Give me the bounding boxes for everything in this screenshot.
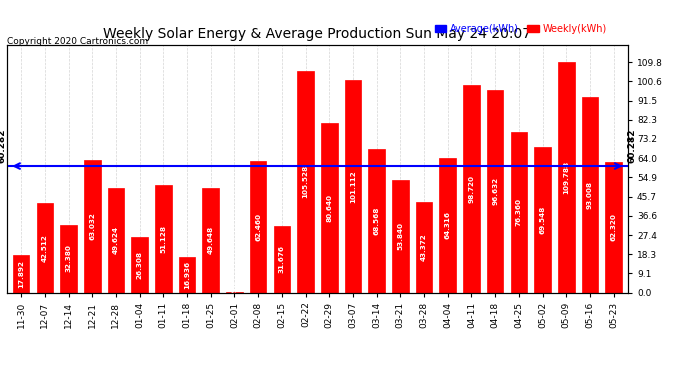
Text: 32.380: 32.380 [66, 244, 72, 273]
Bar [487, 90, 504, 292]
Bar [416, 201, 433, 292]
Legend: Average(kWh), Weekly(kWh): Average(kWh), Weekly(kWh) [431, 20, 611, 38]
Text: 0.096: 0.096 [231, 281, 237, 304]
Text: 76.360: 76.360 [516, 198, 522, 226]
Text: 96.632: 96.632 [492, 177, 498, 205]
Text: 98.720: 98.720 [469, 175, 475, 203]
Title: Weekly Solar Energy & Average Production Sun May 24 20:07: Weekly Solar Energy & Average Production… [104, 27, 531, 41]
Text: 49.624: 49.624 [113, 226, 119, 255]
Bar [345, 80, 362, 292]
Text: 60.282: 60.282 [0, 128, 7, 163]
Bar [155, 185, 172, 292]
Text: 42.512: 42.512 [42, 234, 48, 262]
Bar [131, 237, 148, 292]
Bar [463, 86, 480, 292]
Bar [605, 162, 622, 292]
Bar [368, 148, 385, 292]
Text: 80.640: 80.640 [326, 194, 333, 222]
Text: 62.320: 62.320 [611, 213, 617, 241]
Text: 64.316: 64.316 [445, 211, 451, 239]
Text: 26.308: 26.308 [137, 251, 143, 279]
Bar [37, 203, 53, 292]
Bar [84, 160, 101, 292]
Text: 105.528: 105.528 [302, 165, 308, 198]
Text: 53.840: 53.840 [397, 222, 404, 250]
Bar [202, 188, 219, 292]
Bar [392, 180, 408, 292]
Bar [60, 225, 77, 292]
Text: 101.112: 101.112 [350, 170, 356, 203]
Text: 63.032: 63.032 [89, 213, 95, 240]
Bar [511, 132, 527, 292]
Text: Copyright 2020 Cartronics.com: Copyright 2020 Cartronics.com [7, 38, 148, 46]
Bar [108, 188, 124, 292]
Bar [534, 147, 551, 292]
Text: 49.648: 49.648 [208, 226, 214, 255]
Text: 31.676: 31.676 [279, 245, 285, 273]
Bar [321, 123, 337, 292]
Text: 43.372: 43.372 [421, 233, 427, 261]
Text: 17.892: 17.892 [18, 260, 24, 288]
Text: 93.008: 93.008 [587, 181, 593, 209]
Text: 109.788: 109.788 [563, 161, 569, 194]
Bar [250, 162, 266, 292]
Bar [297, 71, 314, 292]
Text: 68.568: 68.568 [374, 206, 380, 235]
Bar [440, 158, 456, 292]
Text: 62.460: 62.460 [255, 213, 261, 241]
Bar [13, 255, 30, 292]
Bar [273, 226, 290, 292]
Bar [558, 62, 575, 292]
Bar [582, 98, 598, 292]
Bar [179, 257, 195, 292]
Text: 69.548: 69.548 [540, 206, 546, 234]
Text: 16.936: 16.936 [184, 261, 190, 289]
Text: 60.282: 60.282 [628, 128, 637, 163]
Text: 51.128: 51.128 [160, 225, 166, 253]
